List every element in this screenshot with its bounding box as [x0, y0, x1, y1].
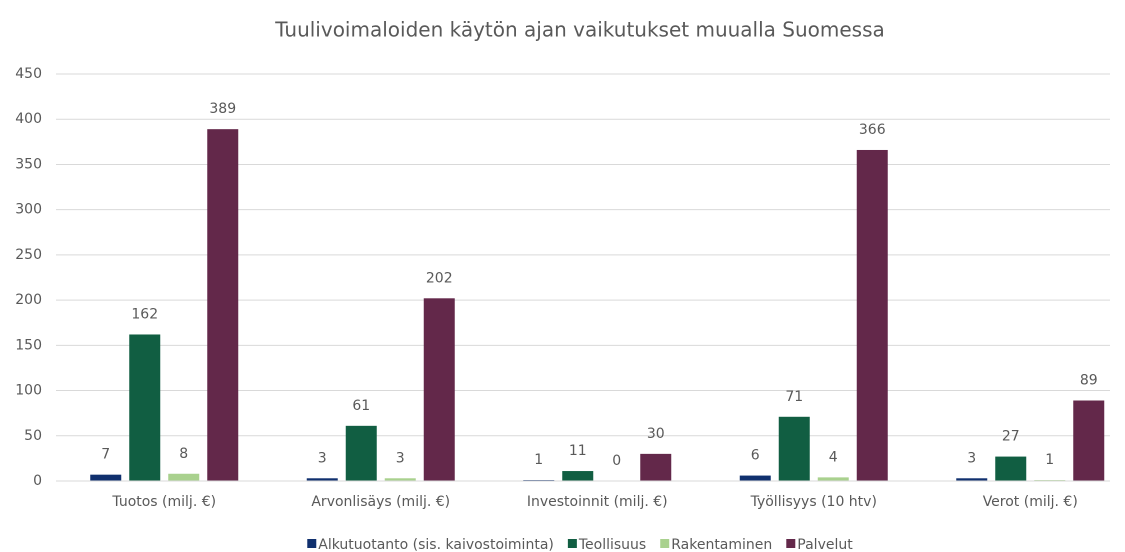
- data-label: 89: [1080, 373, 1098, 389]
- legend: Alkutuotanto (sis. kaivostoiminta) Teolli…: [307, 537, 853, 552]
- data-label: 3: [318, 450, 327, 466]
- bar: [956, 478, 988, 481]
- bar: [423, 298, 455, 481]
- data-label: 3: [396, 450, 405, 466]
- x-tick-label: Investoinnit (milj. €): [527, 494, 668, 510]
- data-label: 11: [569, 443, 587, 459]
- legend-label: Teollisuus: [578, 537, 646, 552]
- bar: [995, 456, 1027, 481]
- data-label: 202: [426, 270, 453, 286]
- data-label: 7: [101, 447, 110, 463]
- x-tick-label: Työllisyys (10 htv): [750, 494, 877, 510]
- legend-swatch: [786, 539, 796, 548]
- y-tick-label: 250: [15, 247, 42, 263]
- data-label: 1: [1045, 452, 1054, 468]
- bar: [739, 475, 771, 481]
- data-label: 8: [179, 446, 188, 462]
- data-label: 3: [967, 450, 976, 466]
- y-tick-label: 300: [15, 202, 42, 218]
- bar: [640, 453, 672, 481]
- y-tick-label: 200: [15, 292, 42, 308]
- data-label: 71: [785, 389, 803, 405]
- data-label: 6: [751, 448, 760, 464]
- bar: [817, 477, 849, 481]
- chart-title: Tuulivoimaloiden käytön ajan vaikutukset…: [274, 18, 885, 42]
- bar: [306, 478, 338, 481]
- bar: [168, 473, 200, 481]
- data-label: 27: [1002, 429, 1020, 445]
- legend-swatch: [660, 539, 670, 548]
- bar: [90, 474, 122, 481]
- y-tick-label: 150: [15, 337, 42, 353]
- y-tick-label: 0: [33, 473, 42, 489]
- bar: [129, 334, 161, 481]
- y-tick-label: 100: [15, 383, 42, 399]
- legend-label: Rakentaminen: [671, 537, 772, 552]
- data-label: 1: [534, 452, 543, 468]
- bar: [345, 425, 377, 481]
- data-label: 0: [612, 453, 621, 469]
- bar: [384, 478, 416, 481]
- y-tick-label: 450: [15, 66, 42, 82]
- data-label: 61: [352, 398, 370, 414]
- legend-label: Alkutuotanto (sis. kaivostoiminta): [318, 537, 554, 552]
- y-tick-label: 400: [15, 111, 42, 127]
- bar: [778, 416, 810, 481]
- legend-swatch: [567, 539, 577, 548]
- bar: [562, 471, 594, 481]
- x-tick-label: Arvonlisäys (milj. €): [311, 494, 450, 510]
- legend-label: Palvelut: [797, 537, 853, 552]
- y-tick-label: 350: [15, 156, 42, 172]
- data-label: 162: [131, 306, 158, 322]
- x-tick-label: Tuotos (milj. €): [111, 494, 216, 510]
- legend-swatch: [307, 539, 317, 548]
- x-tick-label: Verot (milj. €): [983, 494, 1078, 510]
- data-label: 30: [647, 426, 665, 442]
- bar: [856, 149, 888, 481]
- bar: [1073, 400, 1105, 481]
- data-label: 389: [209, 101, 236, 117]
- data-label: 366: [859, 122, 886, 138]
- y-tick-label: 50: [24, 428, 42, 444]
- data-label: 4: [829, 449, 838, 465]
- bar: [207, 129, 239, 481]
